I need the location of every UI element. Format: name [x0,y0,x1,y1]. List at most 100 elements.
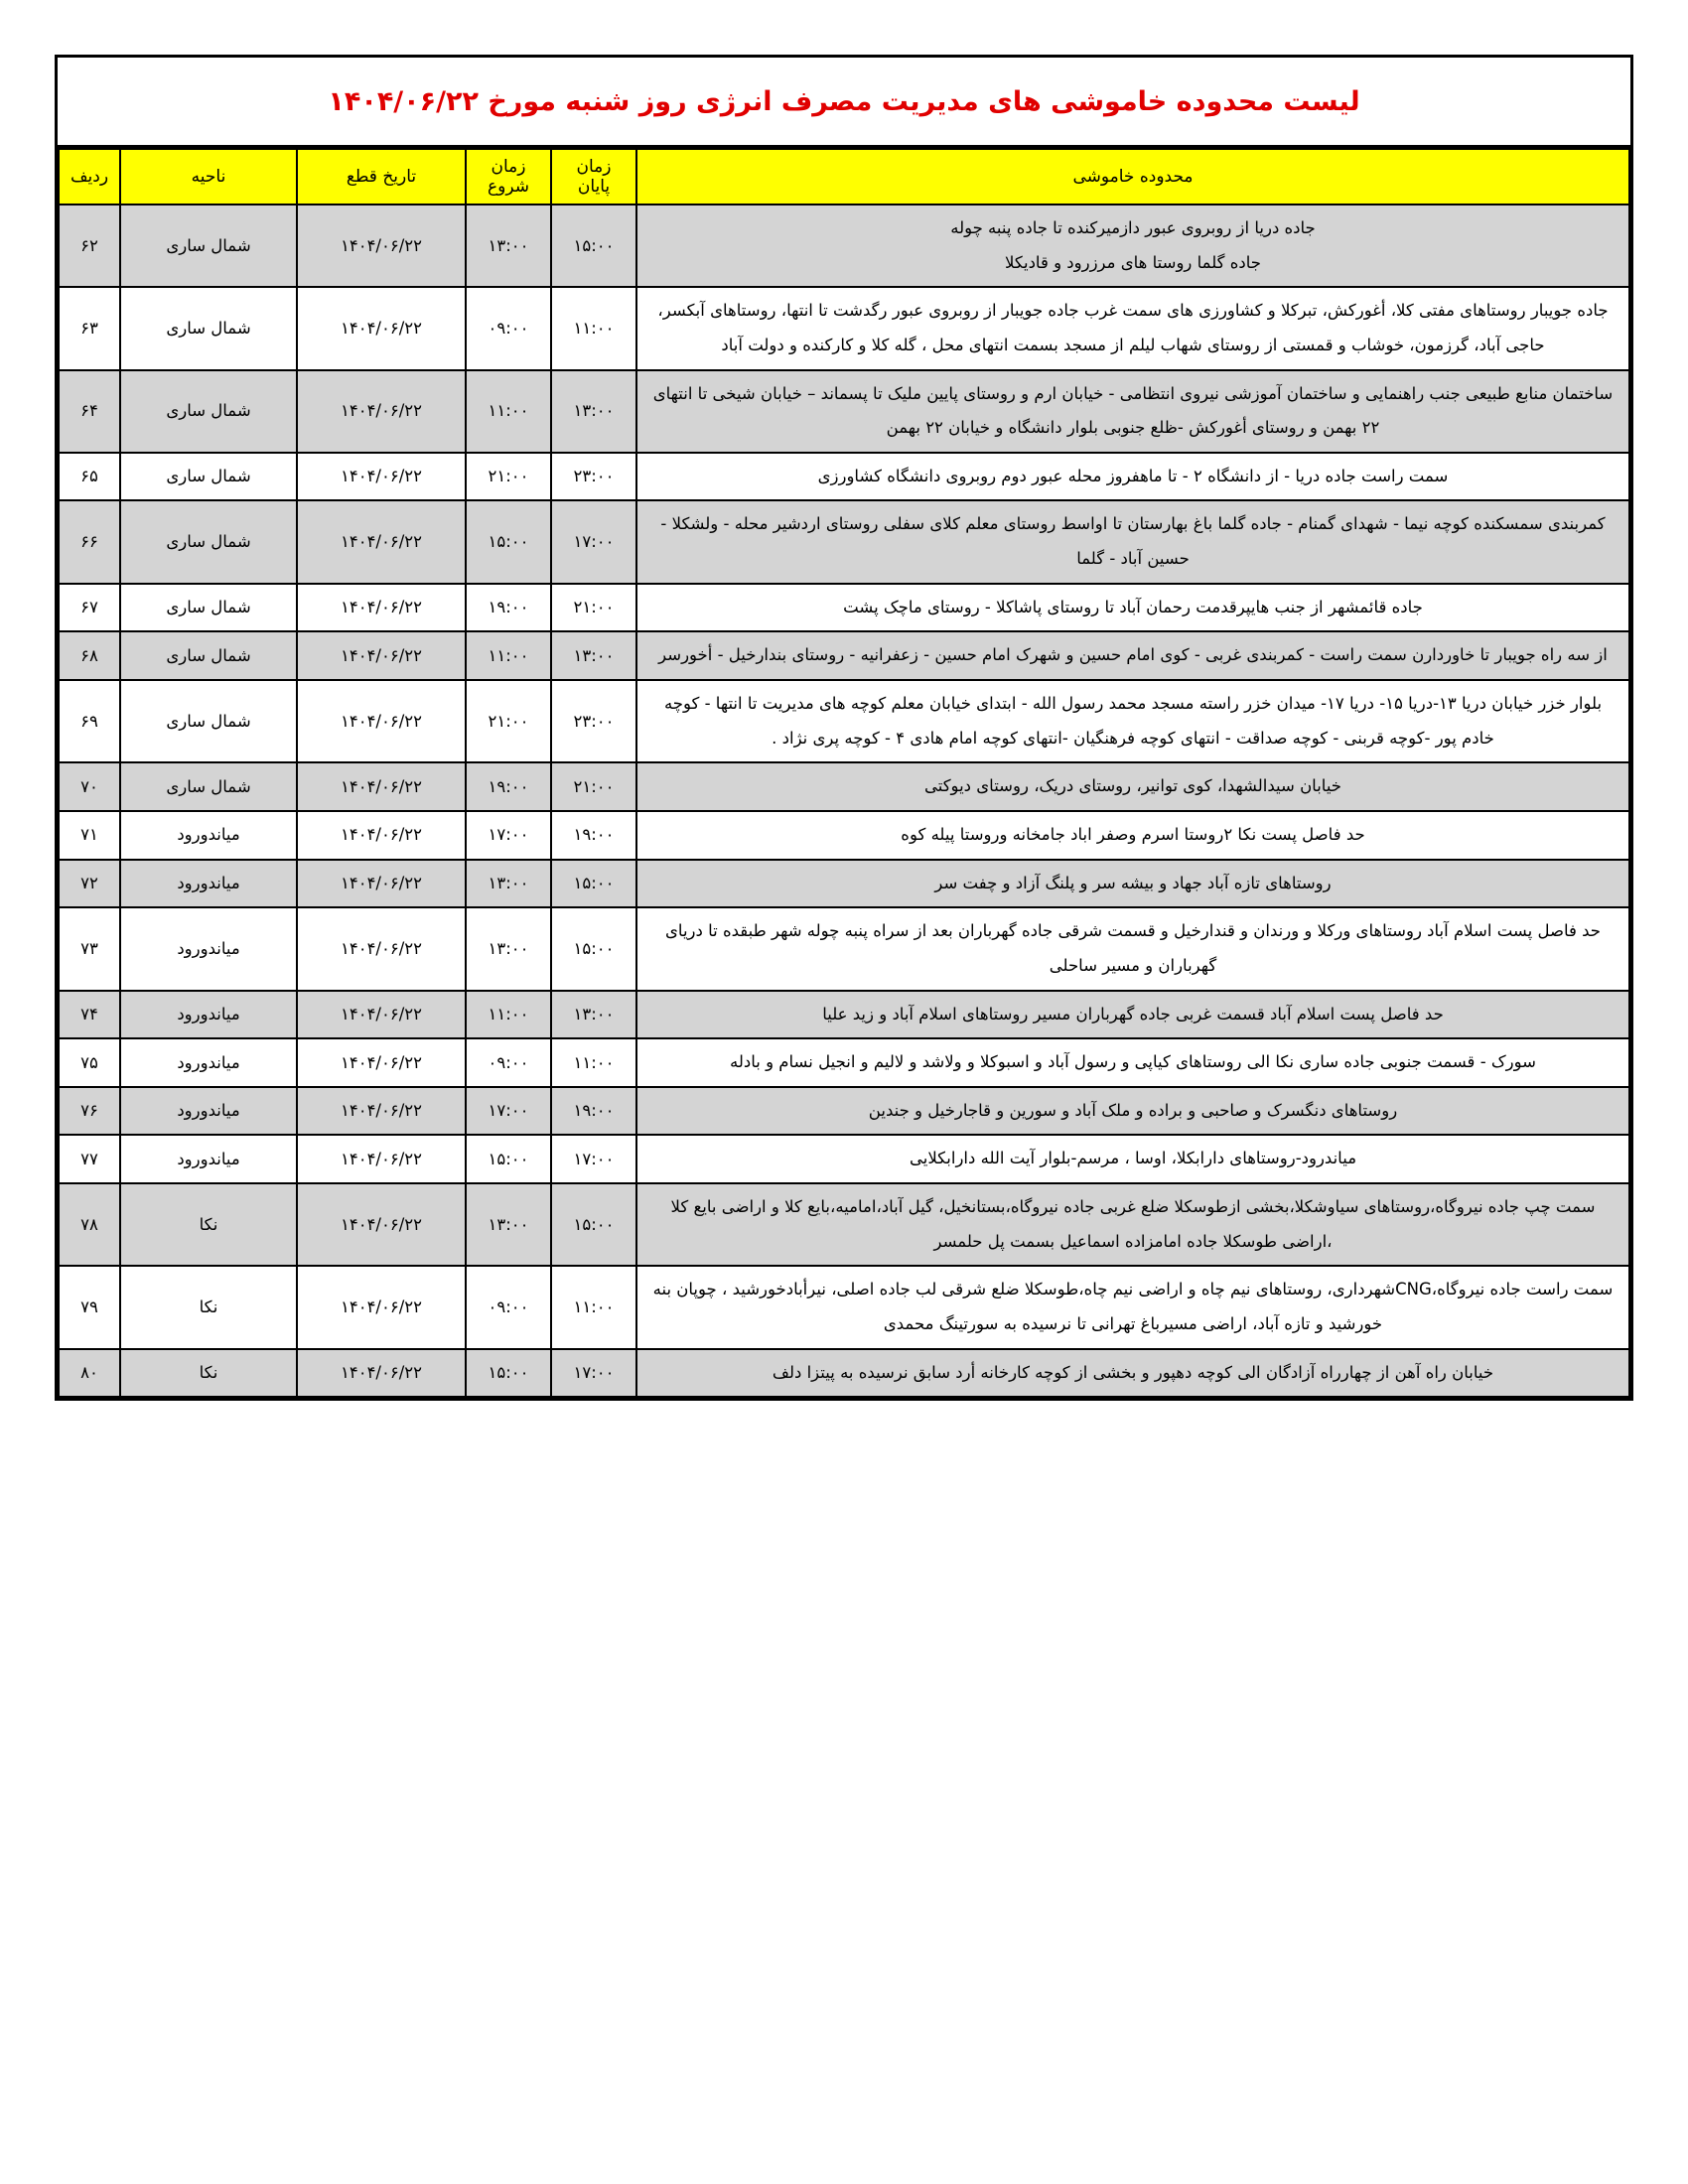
cell-area: جاده قائمشهر از جنب هایپرقدمت رحمان آباد… [635,582,1630,633]
cell-row-number: ۷۴ [58,989,121,1040]
cell-end-time: ۲۱:۰۰ [550,761,637,812]
table-row: سمت راست جاده دریا - از دانشگاه ۲ - تا م… [58,451,1630,502]
cell-start-time: ۱۷:۰۰ [465,809,552,861]
document-title-bar: لیست محدوده خاموشی های مدیریت مصرف انرژی… [58,58,1630,148]
table-row: سمت چپ جاده نیروگاه،روستاهای سیاوشکلا،بخ… [58,1182,1630,1268]
cell-district: میاندورود [119,1037,298,1088]
column-header-row: ردیف [58,148,121,205]
cell-end-time: ۱۱:۰۰ [550,1265,637,1350]
cell-start-time: ۱۳:۰۰ [465,906,552,992]
cell-district: شمال ساری [119,582,298,633]
cell-district: شمال ساری [119,761,298,812]
cell-start-time: ۱۷:۰۰ [465,1085,552,1137]
cell-district: شمال ساری [119,203,298,289]
cell-district: میاندورود [119,858,298,909]
cell-start-time: ۱۱:۰۰ [465,989,552,1040]
cell-start-time: ۱۹:۰۰ [465,582,552,633]
cell-outage-date: ۱۴۰۴/۰۶/۲۲ [296,499,467,585]
cell-area: سمت راست جاده دریا - از دانشگاه ۲ - تا م… [635,451,1630,502]
table-row: بلوار خزر خیابان دریا ۱۳-دریا ۱۵- دریا ۱… [58,679,1630,764]
cell-end-time: ۱۳:۰۰ [550,368,637,454]
cell-outage-date: ۱۴۰۴/۰۶/۲۲ [296,989,467,1040]
cell-district: میاندورود [119,809,298,861]
cell-start-time: ۱۱:۰۰ [465,630,552,682]
cell-end-time: ۱۱:۰۰ [550,1037,637,1088]
cell-start-time: ۰۹:۰۰ [465,286,552,371]
cell-end-time: ۱۱:۰۰ [550,286,637,371]
cell-outage-date: ۱۴۰۴/۰۶/۲۲ [296,203,467,289]
cell-row-number: ۷۱ [58,809,121,861]
cell-outage-date: ۱۴۰۴/۰۶/۲۲ [296,630,467,682]
cell-area: حد فاصل پست نکا ۲روستا اسرم وصفر اباد جا… [635,809,1630,861]
cell-outage-date: ۱۴۰۴/۰۶/۲۲ [296,1037,467,1088]
column-header-end: زمان پایان [550,148,637,205]
column-header-district: ناحیه [119,148,298,205]
cell-district: شمال ساری [119,630,298,682]
cell-district: شمال ساری [119,499,298,585]
cell-start-time: ۱۳:۰۰ [465,1182,552,1268]
cell-row-number: ۷۸ [58,1182,121,1268]
cell-end-time: ۲۱:۰۰ [550,582,637,633]
outage-schedule-table: محدوده خاموشی زمان پایان زمان شروع تاریخ… [58,148,1630,1399]
cell-outage-date: ۱۴۰۴/۰۶/۲۲ [296,368,467,454]
cell-outage-date: ۱۴۰۴/۰۶/۲۲ [296,1182,467,1268]
cell-district: نکا [119,1347,298,1399]
cell-end-time: ۱۷:۰۰ [550,1134,637,1185]
cell-start-time: ۰۹:۰۰ [465,1265,552,1350]
cell-end-time: ۱۵:۰۰ [550,906,637,992]
table-row: روستاهای تازه آباد جهاد و بیشه سر و پلنگ… [58,858,1630,909]
cell-district: نکا [119,1182,298,1268]
cell-outage-date: ۱۴۰۴/۰۶/۲۲ [296,809,467,861]
cell-start-time: ۲۱:۰۰ [465,451,552,502]
table-row: حد فاصل پست نکا ۲روستا اسرم وصفر اباد جا… [58,809,1630,861]
table-row: روستاهای دنگسرک و صاحبی و براده و ملک آب… [58,1085,1630,1137]
cell-end-time: ۱۵:۰۰ [550,203,637,289]
cell-row-number: ۶۲ [58,203,121,289]
cell-end-time: ۱۹:۰۰ [550,1085,637,1137]
cell-outage-date: ۱۴۰۴/۰۶/۲۲ [296,1134,467,1185]
column-header-start: زمان شروع [465,148,552,205]
table-row: سورک - قسمت جنوبی جاده ساری نکا الی روست… [58,1037,1630,1088]
cell-area: بلوار خزر خیابان دریا ۱۳-دریا ۱۵- دریا ۱… [635,679,1630,764]
cell-outage-date: ۱۴۰۴/۰۶/۲۲ [296,906,467,992]
cell-row-number: ۷۵ [58,1037,121,1088]
cell-outage-date: ۱۴۰۴/۰۶/۲۲ [296,1085,467,1137]
cell-end-time: ۱۵:۰۰ [550,1182,637,1268]
cell-row-number: ۶۴ [58,368,121,454]
cell-district: شمال ساری [119,286,298,371]
cell-area: میاندرود-روستاهای دارابکلا، اوسا ، مرسم-… [635,1134,1630,1185]
cell-start-time: ۱۳:۰۰ [465,858,552,909]
table-row: جاده قائمشهر از جنب هایپرقدمت رحمان آباد… [58,582,1630,633]
cell-district: میاندورود [119,1134,298,1185]
cell-start-time: ۰۹:۰۰ [465,1037,552,1088]
cell-district: شمال ساری [119,451,298,502]
cell-district: شمال ساری [119,679,298,764]
cell-row-number: ۷۲ [58,858,121,909]
cell-area: سمت چپ جاده نیروگاه،روستاهای سیاوشکلا،بخ… [635,1182,1630,1268]
cell-end-time: ۱۳:۰۰ [550,630,637,682]
cell-district: میاندورود [119,989,298,1040]
cell-area: سمت راست جاده نیروگاه،CNGشهرداری، روستاه… [635,1265,1630,1350]
cell-row-number: ۷۹ [58,1265,121,1350]
table-body: جاده دریا از روبروی عبور دازمیرکنده تا ج… [58,203,1630,1399]
cell-area: از سه راه جویبار تا خاوردارن سمت راست - … [635,630,1630,682]
table-header: محدوده خاموشی زمان پایان زمان شروع تاریخ… [58,148,1630,205]
table-header-row: محدوده خاموشی زمان پایان زمان شروع تاریخ… [58,148,1630,205]
table-row: میاندرود-روستاهای دارابکلا، اوسا ، مرسم-… [58,1134,1630,1185]
cell-start-time: ۱۵:۰۰ [465,499,552,585]
table-row: خیابان سیدالشهدا، کوی توانیر، روستای دری… [58,761,1630,812]
cell-end-time: ۲۳:۰۰ [550,679,637,764]
cell-end-time: ۱۵:۰۰ [550,858,637,909]
table-row: حد فاصل پست اسلام آباد روستاهای ورکلا و … [58,906,1630,992]
cell-end-time: ۲۳:۰۰ [550,451,637,502]
outage-sheet: لیست محدوده خاموشی های مدیریت مصرف انرژی… [55,55,1633,1402]
cell-outage-date: ۱۴۰۴/۰۶/۲۲ [296,1347,467,1399]
cell-start-time: ۲۱:۰۰ [465,679,552,764]
table-row: ساختمان منابع طبیعی جنب راهنمایی و ساختم… [58,368,1630,454]
cell-start-time: ۱۱:۰۰ [465,368,552,454]
table-row: خیابان راه آهن از چهارراه آزادگان الی کو… [58,1347,1630,1399]
page-title: لیست محدوده خاموشی های مدیریت مصرف انرژی… [328,85,1360,117]
cell-end-time: ۱۳:۰۰ [550,989,637,1040]
cell-outage-date: ۱۴۰۴/۰۶/۲۲ [296,1265,467,1350]
